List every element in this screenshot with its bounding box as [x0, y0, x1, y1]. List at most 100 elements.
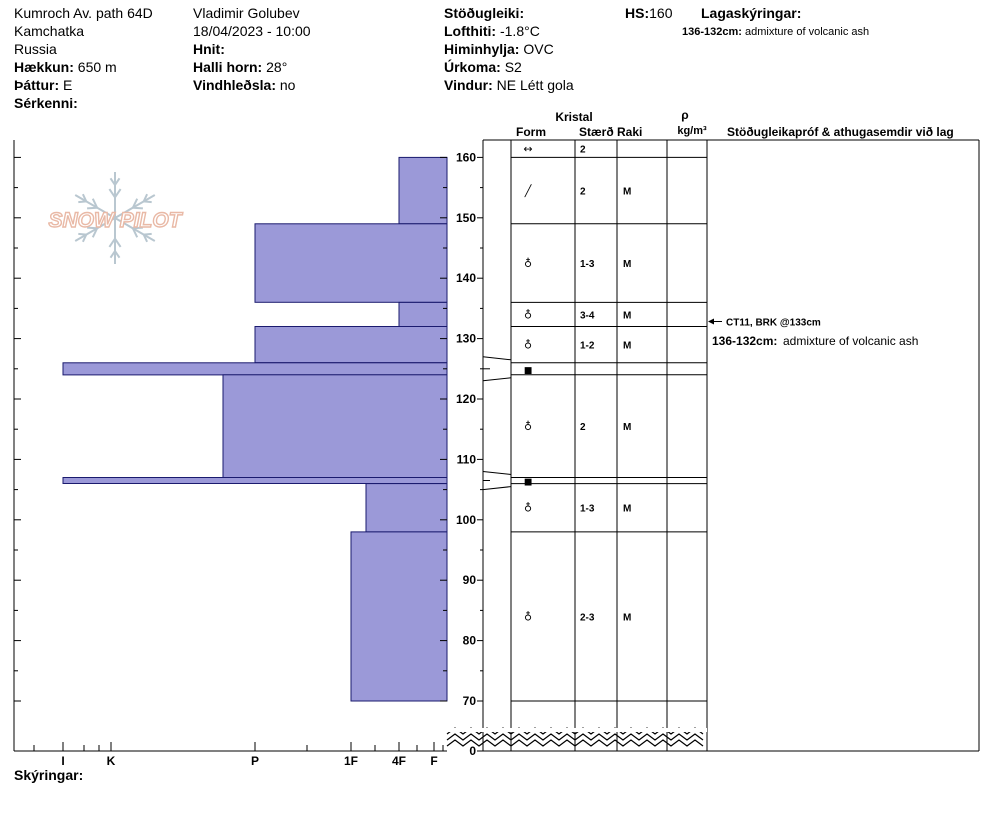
- depth-tick-label: 110: [457, 452, 477, 466]
- aspect-value: E: [63, 77, 73, 93]
- hardness-tick-label: 1F: [344, 754, 358, 768]
- elevation-value: 650 m: [77, 59, 117, 75]
- comments-row: Skýringar:: [14, 766, 83, 784]
- layer-moisture: M: [623, 341, 631, 352]
- wind-loading-label: Vindhleðsla:: [193, 77, 276, 93]
- layer-moisture: M: [623, 612, 631, 623]
- layer-size: 3-4: [580, 310, 595, 321]
- special-row: Sérkenni:: [14, 94, 78, 112]
- layer-form: ↔: [523, 143, 532, 156]
- hardness-bar: [365, 483, 448, 533]
- observer: Vladimir Golubev: [193, 5, 300, 21]
- layer-form: ♁: [524, 610, 532, 623]
- layer-connector: [482, 356, 512, 361]
- hardness-tick-label: P: [251, 754, 259, 768]
- wind-loading-value: no: [279, 77, 296, 93]
- depth-tick-label: 160: [456, 150, 476, 164]
- depth-tick-label: 140: [456, 271, 476, 285]
- form-header: Form: [516, 125, 546, 139]
- hardness-bar: [254, 326, 448, 364]
- layer-size: 2: [580, 187, 586, 198]
- layer-moisture: M: [623, 422, 631, 433]
- layer-connector: [482, 471, 512, 475]
- layer-form: ♁: [524, 308, 532, 321]
- hardness-bars: [62, 156, 448, 702]
- layer-moisture: M: [623, 259, 631, 270]
- flake-branch: [81, 193, 88, 202]
- axis-break: [446, 727, 707, 747]
- layer-form: ♁: [524, 502, 532, 515]
- flake-branch: [108, 188, 116, 198]
- flake-branch: [109, 177, 116, 186]
- hardness-bar: [62, 477, 448, 484]
- hardness-bar: [254, 223, 448, 303]
- hardness-tick-label: 4F: [392, 754, 406, 768]
- region: Kamchatka: [14, 23, 85, 39]
- depth-axis-ticks: 0 70 80 90 100 110 120 130 140 150 160: [456, 150, 483, 758]
- air-temp-label: Lofthiti:: [444, 23, 497, 39]
- slope-row: Halli horn: 28°: [193, 58, 287, 76]
- layer-form: ♁: [524, 420, 532, 433]
- depth-tick-label: 150: [456, 211, 476, 225]
- location: Kumroch Av. path 64D: [14, 5, 153, 21]
- flake-branch: [109, 250, 116, 259]
- layer-moisture: M: [623, 504, 631, 515]
- depth-tick-label: 70: [463, 694, 477, 708]
- hardness-bar: [350, 531, 448, 702]
- flake-branch: [132, 226, 143, 230]
- flake-arm: [114, 217, 156, 242]
- flake-arm: [74, 217, 116, 242]
- layer-note-text: admixture of volcanic ash: [745, 26, 870, 38]
- flake-branch: [114, 238, 122, 248]
- logo-text: SNOW PILOT: [49, 209, 184, 232]
- elevation-row: Hækkun: 650 m: [14, 58, 117, 76]
- sky-row: Himinhylja: OVC: [444, 40, 554, 58]
- hardness-bar: [398, 156, 448, 225]
- layer-connector: [482, 486, 512, 491]
- coords-label: Hnit:: [193, 41, 225, 57]
- break-gap: [447, 728, 707, 732]
- break-line: [446, 739, 704, 747]
- layer-size: 2-3: [580, 612, 595, 623]
- flake-branch: [78, 232, 87, 236]
- flake-branch: [87, 206, 98, 210]
- precip-row: Úrkoma: S2: [444, 58, 522, 76]
- layer-comment-text: admixture of volcanic ash: [783, 334, 918, 348]
- layer-note-range: 136-132cm:: [682, 26, 742, 38]
- sky-label: Himinhylja:: [444, 41, 520, 57]
- layer-note: 136-132cm: admixture of volcanic ash: [682, 23, 869, 41]
- depth-tick-label: 100: [456, 513, 476, 527]
- flake-branch: [131, 227, 139, 238]
- precip-label: Úrkoma:: [444, 59, 501, 75]
- layer-comment-range: 136-132cm:: [712, 334, 777, 348]
- density-unit: kg/m³: [677, 125, 707, 137]
- wind-loading-row: Vindhleðsla: no: [193, 76, 295, 94]
- size-header: Stærð: [579, 125, 614, 139]
- air-temp-row: Lofthiti: -1.8°C: [444, 22, 540, 40]
- stability-test-marker: [708, 318, 722, 325]
- hardness-axis-ticks: I K P 1F 4F F: [33, 742, 444, 768]
- country: Russia: [14, 41, 57, 57]
- slope-value: 28°: [266, 59, 288, 75]
- depth-tick-label: 80: [463, 634, 477, 648]
- flake-branch: [87, 226, 98, 230]
- hardness-tick-label: F: [430, 754, 437, 768]
- layer-connector: [482, 377, 512, 382]
- layer-size: 1-3: [580, 259, 595, 270]
- depth-tick-label: 130: [456, 332, 476, 346]
- coords-row: Hnit:: [193, 40, 225, 58]
- sky-value: OVC: [523, 41, 554, 57]
- flake-branch: [114, 188, 122, 198]
- flake-arm: [114, 194, 156, 219]
- slope-label: Halli horn:: [193, 59, 263, 75]
- snowflake-icon: [74, 172, 156, 264]
- special-label: Sérkenni:: [14, 95, 78, 111]
- depth-tick-label: 120: [456, 392, 476, 406]
- elevation-label: Hækkun:: [14, 59, 74, 75]
- datetime: 18/04/2023 - 10:00: [193, 23, 311, 39]
- air-temp-value: -1.8°C: [499, 23, 540, 39]
- stability-test-text: CT11, BRK @133cm: [726, 318, 821, 329]
- layer-notes-row: Lagaskýringar:: [701, 4, 801, 22]
- layer-form: ■: [524, 478, 533, 488]
- stability-label: Stöðugleiki:: [444, 5, 525, 21]
